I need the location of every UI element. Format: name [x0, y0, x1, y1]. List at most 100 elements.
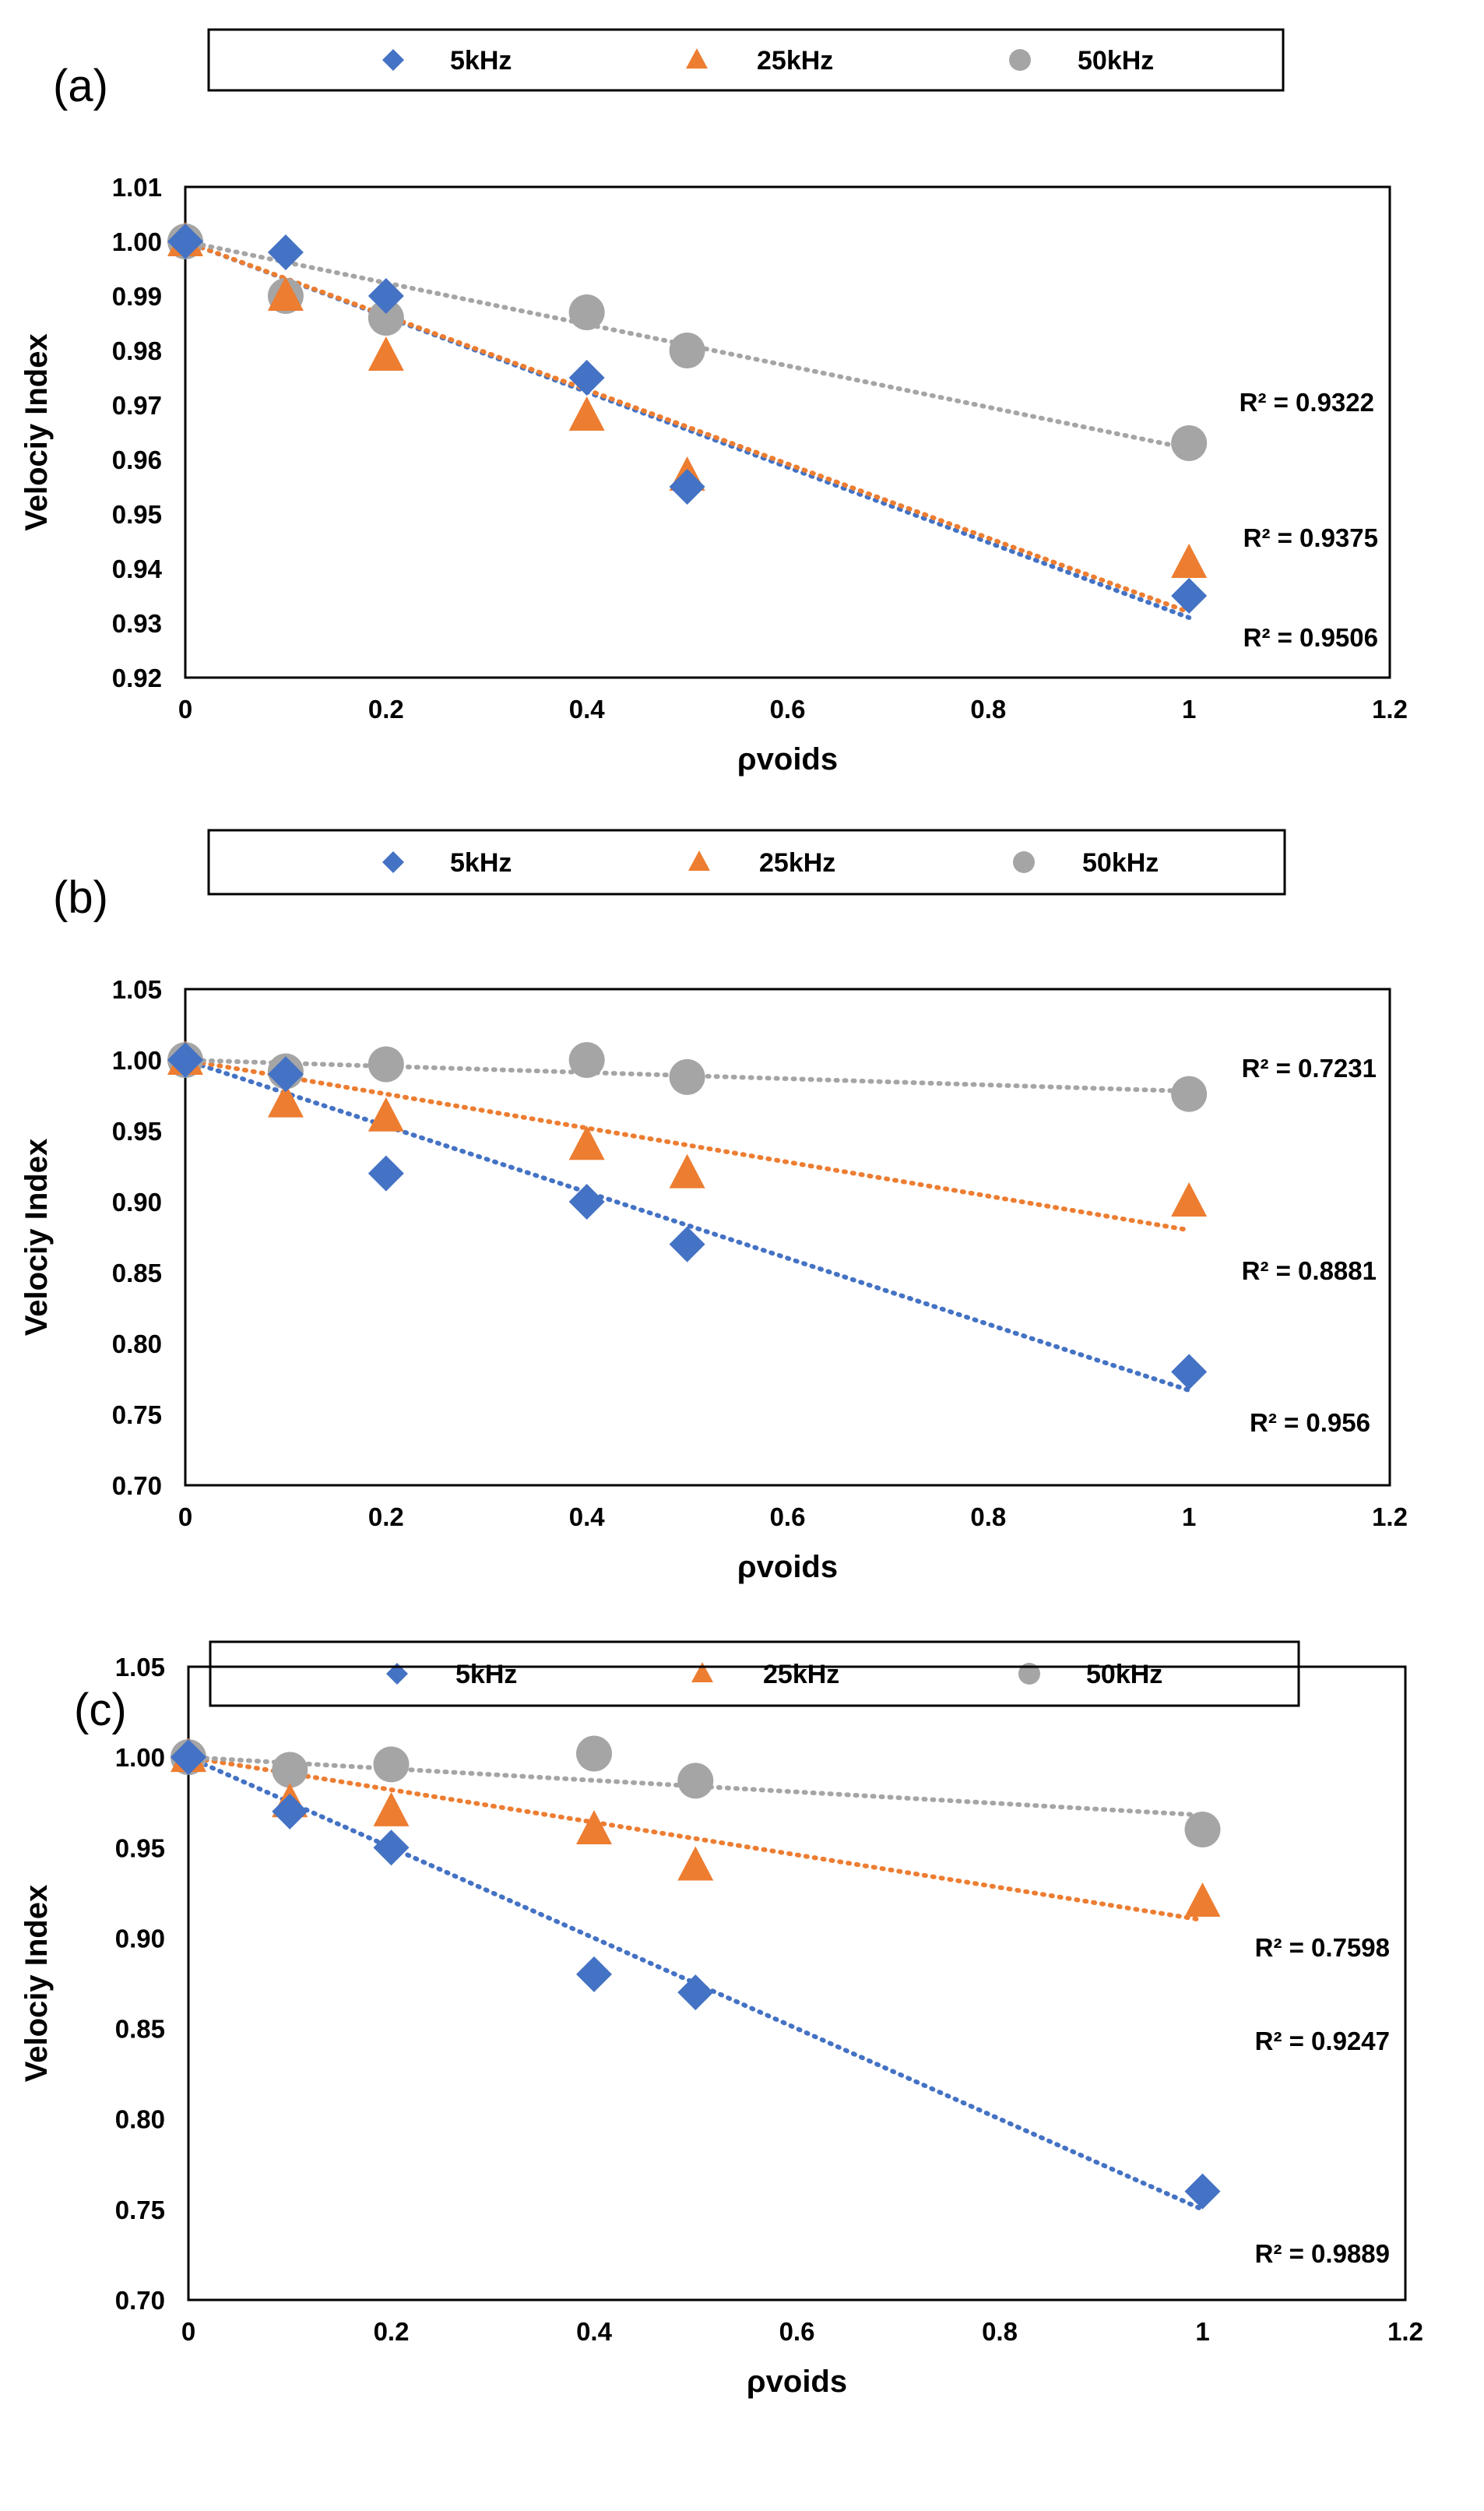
data-point-triangle: [1171, 1182, 1208, 1217]
data-point-circle: [568, 294, 605, 330]
y-tick-label: 1.01: [112, 173, 162, 202]
data-point-circle: [576, 1735, 612, 1772]
legend: 5kHz 25kHz 50kHz: [207, 829, 1286, 896]
x-tick-label: 0.2: [368, 1502, 404, 1531]
y-axis-title: Velociy Index: [19, 1885, 54, 2082]
legend-label: 5kHz: [455, 1660, 517, 1689]
y-tick-label: 0.95: [115, 1833, 165, 1862]
data-point-circle: [367, 300, 404, 336]
data-point-diamond: [171, 1739, 206, 1776]
legend-label: 50kHz: [1078, 46, 1154, 76]
legend-circle-marker: [1013, 851, 1035, 873]
data-point-diamond: [1171, 1354, 1208, 1390]
legend-label: 25kHz: [757, 46, 833, 76]
plot-area-frame: [187, 1665, 1407, 2301]
data-point-triangle: [267, 276, 304, 311]
x-tick-label: 0.4: [569, 695, 606, 724]
data-point-triangle: [267, 1083, 304, 1118]
legend: 5kHz 25kHz 50kHz: [209, 1640, 1300, 1707]
data-point-diamond: [267, 234, 304, 270]
y-tick-label: 0.93: [112, 609, 162, 638]
y-tick-label: 0.95: [112, 500, 162, 529]
legend-diamond-marker: [382, 851, 404, 873]
r2-label-50kHz: R² = 0.7598: [1255, 1933, 1390, 1962]
legend-triangle-marker: [691, 1662, 713, 1682]
data-point-triangle: [367, 336, 404, 371]
y-tick-label: 0.75: [112, 1400, 162, 1429]
r2-label-5kHz: R² = 0.9889: [1255, 2239, 1390, 2268]
x-axis-title: ρvoids: [737, 742, 838, 777]
trendline-25kHz: [183, 239, 1192, 615]
x-tick-label: 0.8: [970, 1502, 1006, 1531]
x-tick-label: 0: [178, 1502, 192, 1531]
x-tick-label: 1.2: [1372, 1502, 1408, 1531]
data-point-diamond: [272, 1793, 308, 1830]
r2-label-5kHz: R² = 0.9506: [1243, 623, 1378, 652]
legend-circle-marker: [1009, 49, 1031, 71]
legend-label: 5kHz: [450, 46, 512, 76]
y-axis-ticks: 0.70 0.75 0.80 0.85 0.90 0.95 1.00 1.05: [115, 1653, 165, 2315]
legend-triangle-marker: [686, 48, 708, 69]
data-point-diamond: [373, 1830, 410, 1866]
data-point-triangle: [677, 1846, 714, 1881]
data-point-diamond: [267, 1056, 304, 1093]
series-25kHz: [167, 222, 1208, 578]
r2-label-5kHz: R² = 0.956: [1250, 1408, 1370, 1437]
x-axis-ticks: 0 0.2 0.4 0.6 0.8 1 1.2: [178, 1502, 1408, 1531]
series-5kHz: [171, 1739, 1221, 2210]
data-point-triangle: [367, 1097, 404, 1132]
data-point-triangle: [568, 396, 605, 431]
data-point-diamond: [677, 1974, 714, 2011]
y-tick-label: 0.97: [112, 391, 162, 420]
y-tick-label: 1.00: [115, 1743, 165, 1772]
plot-area-frame: [184, 988, 1391, 1487]
x-tick-label: 0.4: [569, 1502, 606, 1531]
y-tick-label: 0.80: [115, 2105, 165, 2134]
data-point-circle: [1171, 425, 1208, 461]
legend-diamond-marker: [382, 49, 404, 71]
y-axis-title: Velociy Index: [19, 1139, 54, 1336]
x-tick-label: 0.8: [970, 695, 1006, 724]
r2-label-50kHz: R² = 0.9322: [1240, 388, 1374, 417]
data-point-triangle: [669, 1153, 705, 1189]
panel-label: (a): [53, 61, 108, 111]
y-tick-label: 0.99: [112, 282, 162, 311]
data-point-triangle: [576, 1810, 612, 1845]
trendline-25kHz: [186, 1755, 1205, 1923]
legend: 5kHz 25kHz 50kHz: [207, 28, 1285, 92]
legend-item: 50kHz: [1009, 46, 1154, 76]
data-point-circle: [367, 1046, 404, 1083]
data-point-circle: [677, 1763, 714, 1799]
data-point-triangle: [1171, 544, 1208, 578]
y-tick-label: 0.75: [115, 2196, 165, 2224]
data-point-circle: [272, 1752, 308, 1788]
x-axis-title: ρvoids: [737, 1550, 838, 1584]
data-point-diamond: [669, 469, 705, 505]
x-tick-label: 0.2: [374, 2317, 410, 2346]
y-tick-label: 0.70: [115, 2286, 165, 2315]
data-point-diamond: [367, 278, 404, 314]
y-tick-label: 0.98: [112, 336, 162, 365]
legend-item: 25kHz: [691, 1660, 839, 1689]
y-tick-label: 1.00: [112, 227, 162, 256]
plot-area-frame: [184, 185, 1391, 679]
legend-label: 25kHz: [759, 848, 835, 878]
x-tick-label: 0: [178, 695, 192, 724]
data-point-triangle: [1184, 1882, 1221, 1917]
y-axis-ticks: 0.70 0.75 0.80 0.85 0.90 0.95 1.00 1.05: [112, 975, 162, 1500]
legend-diamond-marker: [386, 1663, 408, 1685]
legend-circle-marker: [1018, 1663, 1040, 1685]
x-tick-label: 0.2: [368, 695, 404, 724]
series-5kHz: [167, 224, 1208, 614]
legend-item: 50kHz: [1013, 848, 1159, 878]
data-point-diamond: [1171, 578, 1208, 614]
y-tick-label: 0.90: [115, 1924, 165, 1953]
trendline-5kHz: [183, 1058, 1192, 1393]
data-point-diamond: [568, 360, 605, 396]
data-point-circle: [1171, 1076, 1208, 1112]
legend-label: 25kHz: [763, 1660, 839, 1689]
